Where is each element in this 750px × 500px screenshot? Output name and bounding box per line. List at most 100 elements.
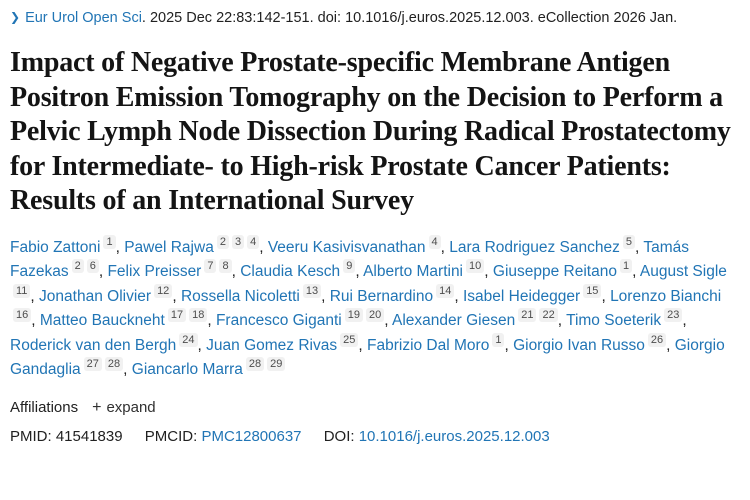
affiliation-superscript: 24: [179, 332, 198, 347]
journal-link[interactable]: Eur Urol Open Sci: [25, 10, 142, 26]
author-link[interactable]: Rui Bernardino: [329, 287, 434, 305]
affiliation-superscript: 1: [619, 259, 633, 273]
author-entry: Roderick van den Bergh 24,: [10, 332, 207, 354]
author-link[interactable]: Alberto Martini: [363, 263, 464, 280]
author-entry: Rossella Nicoletti 13,: [180, 283, 330, 305]
affiliation-superscript: 11: [13, 283, 31, 298]
author-separator: ,: [454, 287, 463, 305]
author-entry: Matteo Bauckneht 17 18,: [39, 308, 216, 329]
author-entry: Felix Preisser 7 8,: [107, 259, 241, 280]
affiliation-superscript: 23: [664, 308, 683, 322]
author-link[interactable]: Giancarlo Marra: [131, 361, 243, 378]
author-entry: Francesco Giganti 19 20,: [215, 308, 392, 329]
author-entry: Juan Gomez Rivas 25,: [206, 332, 367, 354]
author-link[interactable]: Lara Rodriguez Sanchez: [449, 238, 620, 256]
author-link[interactable]: Felix Preisser: [107, 263, 202, 280]
journal-citation: ❯ Eur Urol Open Sci. 2025 Dec 22:83:142-1…: [10, 8, 738, 28]
affiliation-superscript: 12: [154, 283, 173, 298]
author-entry: Pawel Rajwa 2 3 4,: [124, 234, 268, 256]
author-separator: ,: [358, 336, 367, 354]
doi-link[interactable]: 10.1016/j.euros.2025.12.003: [358, 427, 550, 445]
author-link[interactable]: Juan Gomez Rivas: [206, 336, 338, 354]
affiliation-superscript: 29: [267, 357, 286, 371]
author-separator: ,: [355, 263, 364, 280]
affiliation-superscript: 21: [518, 308, 537, 322]
author-separator: ,: [504, 336, 514, 354]
author-link[interactable]: August Sigle: [639, 263, 727, 280]
doi-group: DOI: 10.1016/j.euros.2025.12.003: [324, 428, 550, 445]
author-separator: ,: [440, 238, 450, 256]
author-link[interactable]: Giuseppe Reitano: [492, 263, 617, 280]
author-link[interactable]: Matteo Bauckneht: [39, 312, 165, 329]
author-entry: Fabrizio Dal Moro 1,: [367, 332, 514, 354]
author-link[interactable]: Tamás Fazekas: [10, 238, 689, 281]
author-separator: ,: [197, 336, 207, 354]
affiliation-superscript: 5: [622, 234, 635, 249]
author-entry: Timo Soeterik 23,: [566, 308, 687, 329]
author-link[interactable]: Veeru Kasivisvanathan: [267, 238, 426, 256]
author-entry: Giuseppe Reitano 1,: [492, 259, 640, 280]
author-link[interactable]: Alexander Giesen: [392, 312, 516, 329]
author-link[interactable]: Fabio Zattoni: [10, 238, 101, 256]
author-separator: ,: [98, 263, 108, 280]
affiliation-superscript: 4: [247, 234, 260, 249]
author-separator: ,: [666, 336, 675, 354]
affiliation-superscript: 2: [71, 259, 84, 273]
affiliation-superscript: 6: [86, 259, 99, 273]
affiliation-superscript: 27: [83, 357, 102, 371]
affiliations-label: Affiliations: [10, 399, 79, 416]
author-link[interactable]: Rossella Nicoletti: [180, 287, 300, 305]
author-entry: Rui Bernardino 14,: [329, 283, 463, 305]
plus-icon: +: [92, 398, 102, 416]
author-link[interactable]: Claudia Kesch: [240, 263, 341, 280]
author-separator: ,: [632, 263, 640, 280]
affiliation-superscript: 14: [436, 283, 455, 298]
affiliation-superscript: 19: [344, 308, 363, 322]
identifiers-row: PMID: 41541839 PMCID: PMC12800637 DOI: 1…: [10, 428, 738, 445]
author-list: Fabio Zattoni 1, Pawel Rajwa 2 3 4, Veeru Ka…: [10, 234, 738, 383]
citation-details: . 2025 Dec 22:83:142-151. doi: 10.1016/j…: [141, 10, 678, 26]
affiliations-row: Affiliations + expand: [10, 399, 738, 417]
affiliation-superscript: 15: [583, 283, 602, 298]
author-link[interactable]: Pawel Rajwa: [124, 238, 214, 256]
affiliation-superscript: 22: [539, 308, 558, 322]
affiliation-superscript: 28: [104, 357, 124, 371]
pmcid-label: PMCID:: [144, 427, 198, 445]
author-link[interactable]: Lorenzo Bianchi: [610, 287, 722, 305]
author-separator: ,: [384, 312, 392, 329]
author-separator: ,: [231, 263, 241, 280]
author-separator: ,: [123, 361, 132, 378]
author-separator: ,: [635, 238, 644, 256]
expand-label: expand: [106, 399, 156, 416]
affiliation-superscript: 26: [647, 332, 667, 347]
author-link[interactable]: Isabel Heidegger: [462, 287, 581, 305]
affiliation-superscript: 28: [245, 357, 265, 371]
author-entry: Alberto Martini 10,: [363, 259, 493, 280]
author-entry: Lorenzo Bianchi 16,: [10, 287, 722, 329]
affiliation-superscript: 16: [13, 308, 32, 322]
author-separator: ,: [207, 312, 216, 329]
affiliation-superscript: 7: [204, 259, 217, 273]
pmcid-link[interactable]: PMC12800637: [201, 427, 302, 445]
affiliation-superscript: 13: [302, 283, 322, 298]
author-entry: Veeru Kasivisvanathan 4,: [267, 234, 450, 256]
author-link[interactable]: Giorgio Gandaglia: [10, 336, 725, 379]
author-separator: ,: [172, 287, 181, 305]
author-link[interactable]: Roderick van den Bergh: [10, 336, 177, 354]
affiliation-superscript: 10: [466, 259, 485, 273]
author-link[interactable]: Fabrizio Dal Moro: [367, 336, 490, 354]
author-link[interactable]: Giorgio Ivan Russo: [513, 336, 645, 354]
pmid-group: PMID: 41541839: [10, 428, 123, 445]
author-entry: Giancarlo Marra 28 29: [131, 357, 286, 378]
author-link[interactable]: Francesco Giganti: [215, 312, 342, 329]
affiliation-superscript: 3: [231, 234, 245, 249]
author-link[interactable]: Jonathan Olivier: [39, 287, 152, 305]
affiliation-superscript: 20: [365, 308, 385, 322]
author-separator: ,: [31, 312, 40, 329]
author-separator: ,: [321, 287, 330, 305]
author-link[interactable]: Timo Soeterik: [566, 312, 662, 329]
affiliation-superscript: 9: [343, 259, 356, 273]
expand-affiliations-button[interactable]: + expand: [92, 399, 156, 417]
affiliation-superscript: 18: [189, 308, 208, 322]
